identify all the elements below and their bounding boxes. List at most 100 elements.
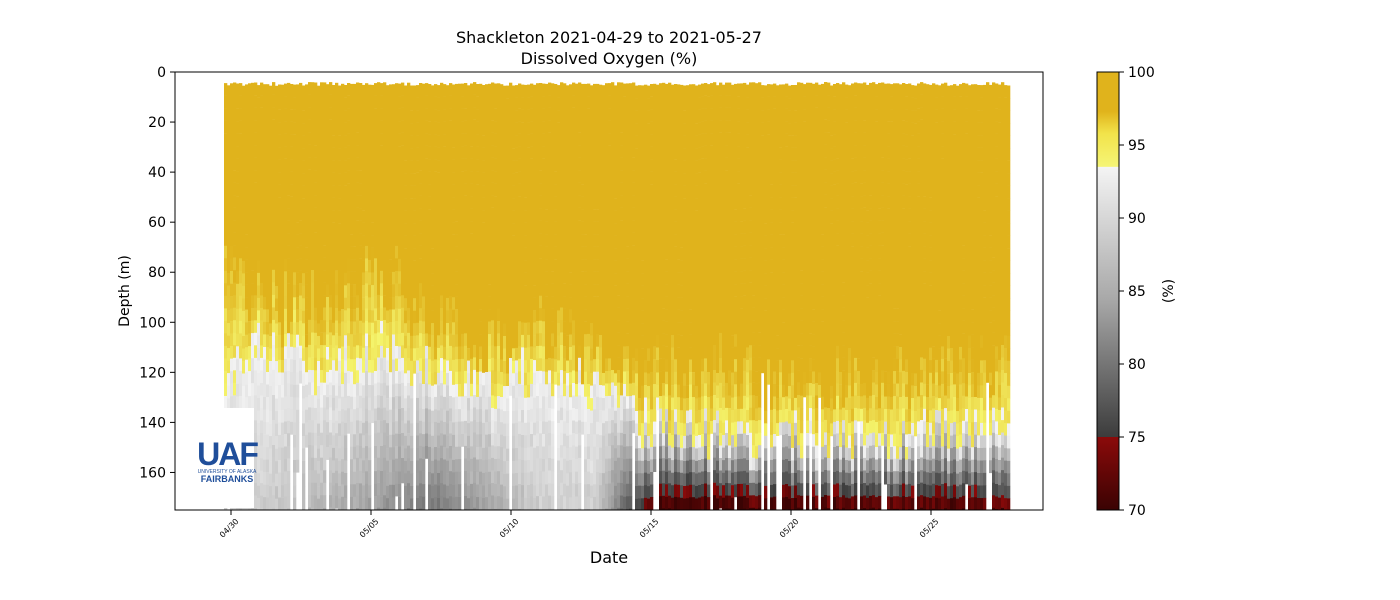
heatmap-cell [344,448,348,461]
heatmap-cell [557,473,561,486]
heatmap-cell [608,308,612,322]
heatmap-cell [557,285,561,299]
heatmap-cell [518,383,522,397]
heatmap-cell [470,396,474,410]
heatmap-cell [458,409,462,422]
heatmap-cell [488,108,492,122]
heatmap-cell [236,383,240,397]
heatmap-cell [641,160,645,174]
heatmap-cell [575,421,579,435]
heatmap-cell [401,420,405,434]
heatmap-cell [422,459,426,472]
heatmap-cell [605,195,609,209]
heatmap-cell [302,248,306,261]
heatmap-cell [251,208,255,221]
heatmap-cell [374,496,378,509]
heatmap-cell [329,169,333,183]
heatmap-cell [368,372,372,386]
heatmap-cell [656,184,660,198]
heatmap-cell [377,207,381,221]
heatmap-cell [344,147,348,161]
heatmap-cell [380,283,384,297]
heatmap-cell [389,422,393,435]
heatmap-cell [302,498,306,510]
heatmap-cell [626,196,630,209]
heatmap-cell [605,145,609,159]
heatmap-cell [338,198,342,211]
heatmap-cell [458,83,462,97]
heatmap-cell [449,295,453,309]
heatmap-cell [599,122,603,136]
heatmap-cell [245,284,249,298]
heatmap-cell [425,320,429,334]
heatmap-cell [413,273,417,286]
heatmap-cell [278,434,282,448]
heatmap-cell [455,446,459,460]
heatmap-cell [281,272,285,286]
heatmap-cell [449,433,453,447]
heatmap-cell [596,421,600,435]
heatmap-cell [398,459,402,472]
heatmap-cell [410,448,414,462]
heatmap-cell [314,357,318,371]
heatmap-cell [599,84,603,98]
heatmap-cell [416,397,420,411]
heatmap-cell [482,235,486,248]
heatmap-cell [503,336,507,349]
heatmap-cell [596,108,600,122]
heatmap-cell [476,409,480,423]
heatmap-cell [638,373,642,386]
heatmap-cell [569,222,573,235]
heatmap-cell [398,283,402,297]
heatmap-cell [254,282,258,296]
heatmap-cell [305,134,309,148]
heatmap-cell [431,210,435,224]
heatmap-cell [290,109,294,122]
heatmap-cell [578,357,582,371]
heatmap-cell [545,134,549,147]
heatmap-cell [365,170,369,184]
heatmap-cell [323,432,327,446]
heatmap-cell [623,496,627,510]
heatmap-cell [287,183,291,196]
heatmap-cell [467,172,471,186]
heatmap-cell [608,95,612,109]
heatmap-cell [365,95,369,109]
heatmap-cell [356,395,360,409]
heatmap-cell [305,209,309,223]
heatmap-cell [335,220,339,234]
heatmap-cell [485,472,489,485]
heatmap-cell [614,110,618,124]
heatmap-cell [392,284,396,298]
heatmap-cell [347,333,351,347]
heatmap-cell [257,260,261,274]
heatmap-cell [611,357,615,371]
heatmap-cell [644,222,648,236]
heatmap-cell [254,145,258,158]
heatmap-cell [557,235,561,249]
heatmap-cell [551,446,555,460]
heatmap-cell [260,270,264,284]
heatmap-cell [386,247,390,261]
heatmap-cell [308,495,312,508]
heatmap-cell [230,396,234,409]
heatmap-cell [224,508,228,510]
heatmap-cell [227,185,231,199]
heatmap-cell [641,410,645,424]
heatmap-cell [593,371,597,385]
heatmap-cell [323,370,327,383]
heatmap-cell [614,198,618,211]
heatmap-cell [575,83,579,97]
heatmap-cell [398,146,402,159]
heatmap-cell [656,397,660,411]
heatmap-cell [626,346,630,359]
heatmap-cell [326,109,330,123]
heatmap-cell [614,273,618,286]
heatmap-cell [296,309,300,323]
heatmap-cell [659,271,663,284]
heatmap-cell [578,257,582,271]
heatmap-cell [557,335,561,349]
heatmap-cell [434,171,438,185]
heatmap-cell [593,221,597,235]
heatmap-cell [614,160,618,174]
